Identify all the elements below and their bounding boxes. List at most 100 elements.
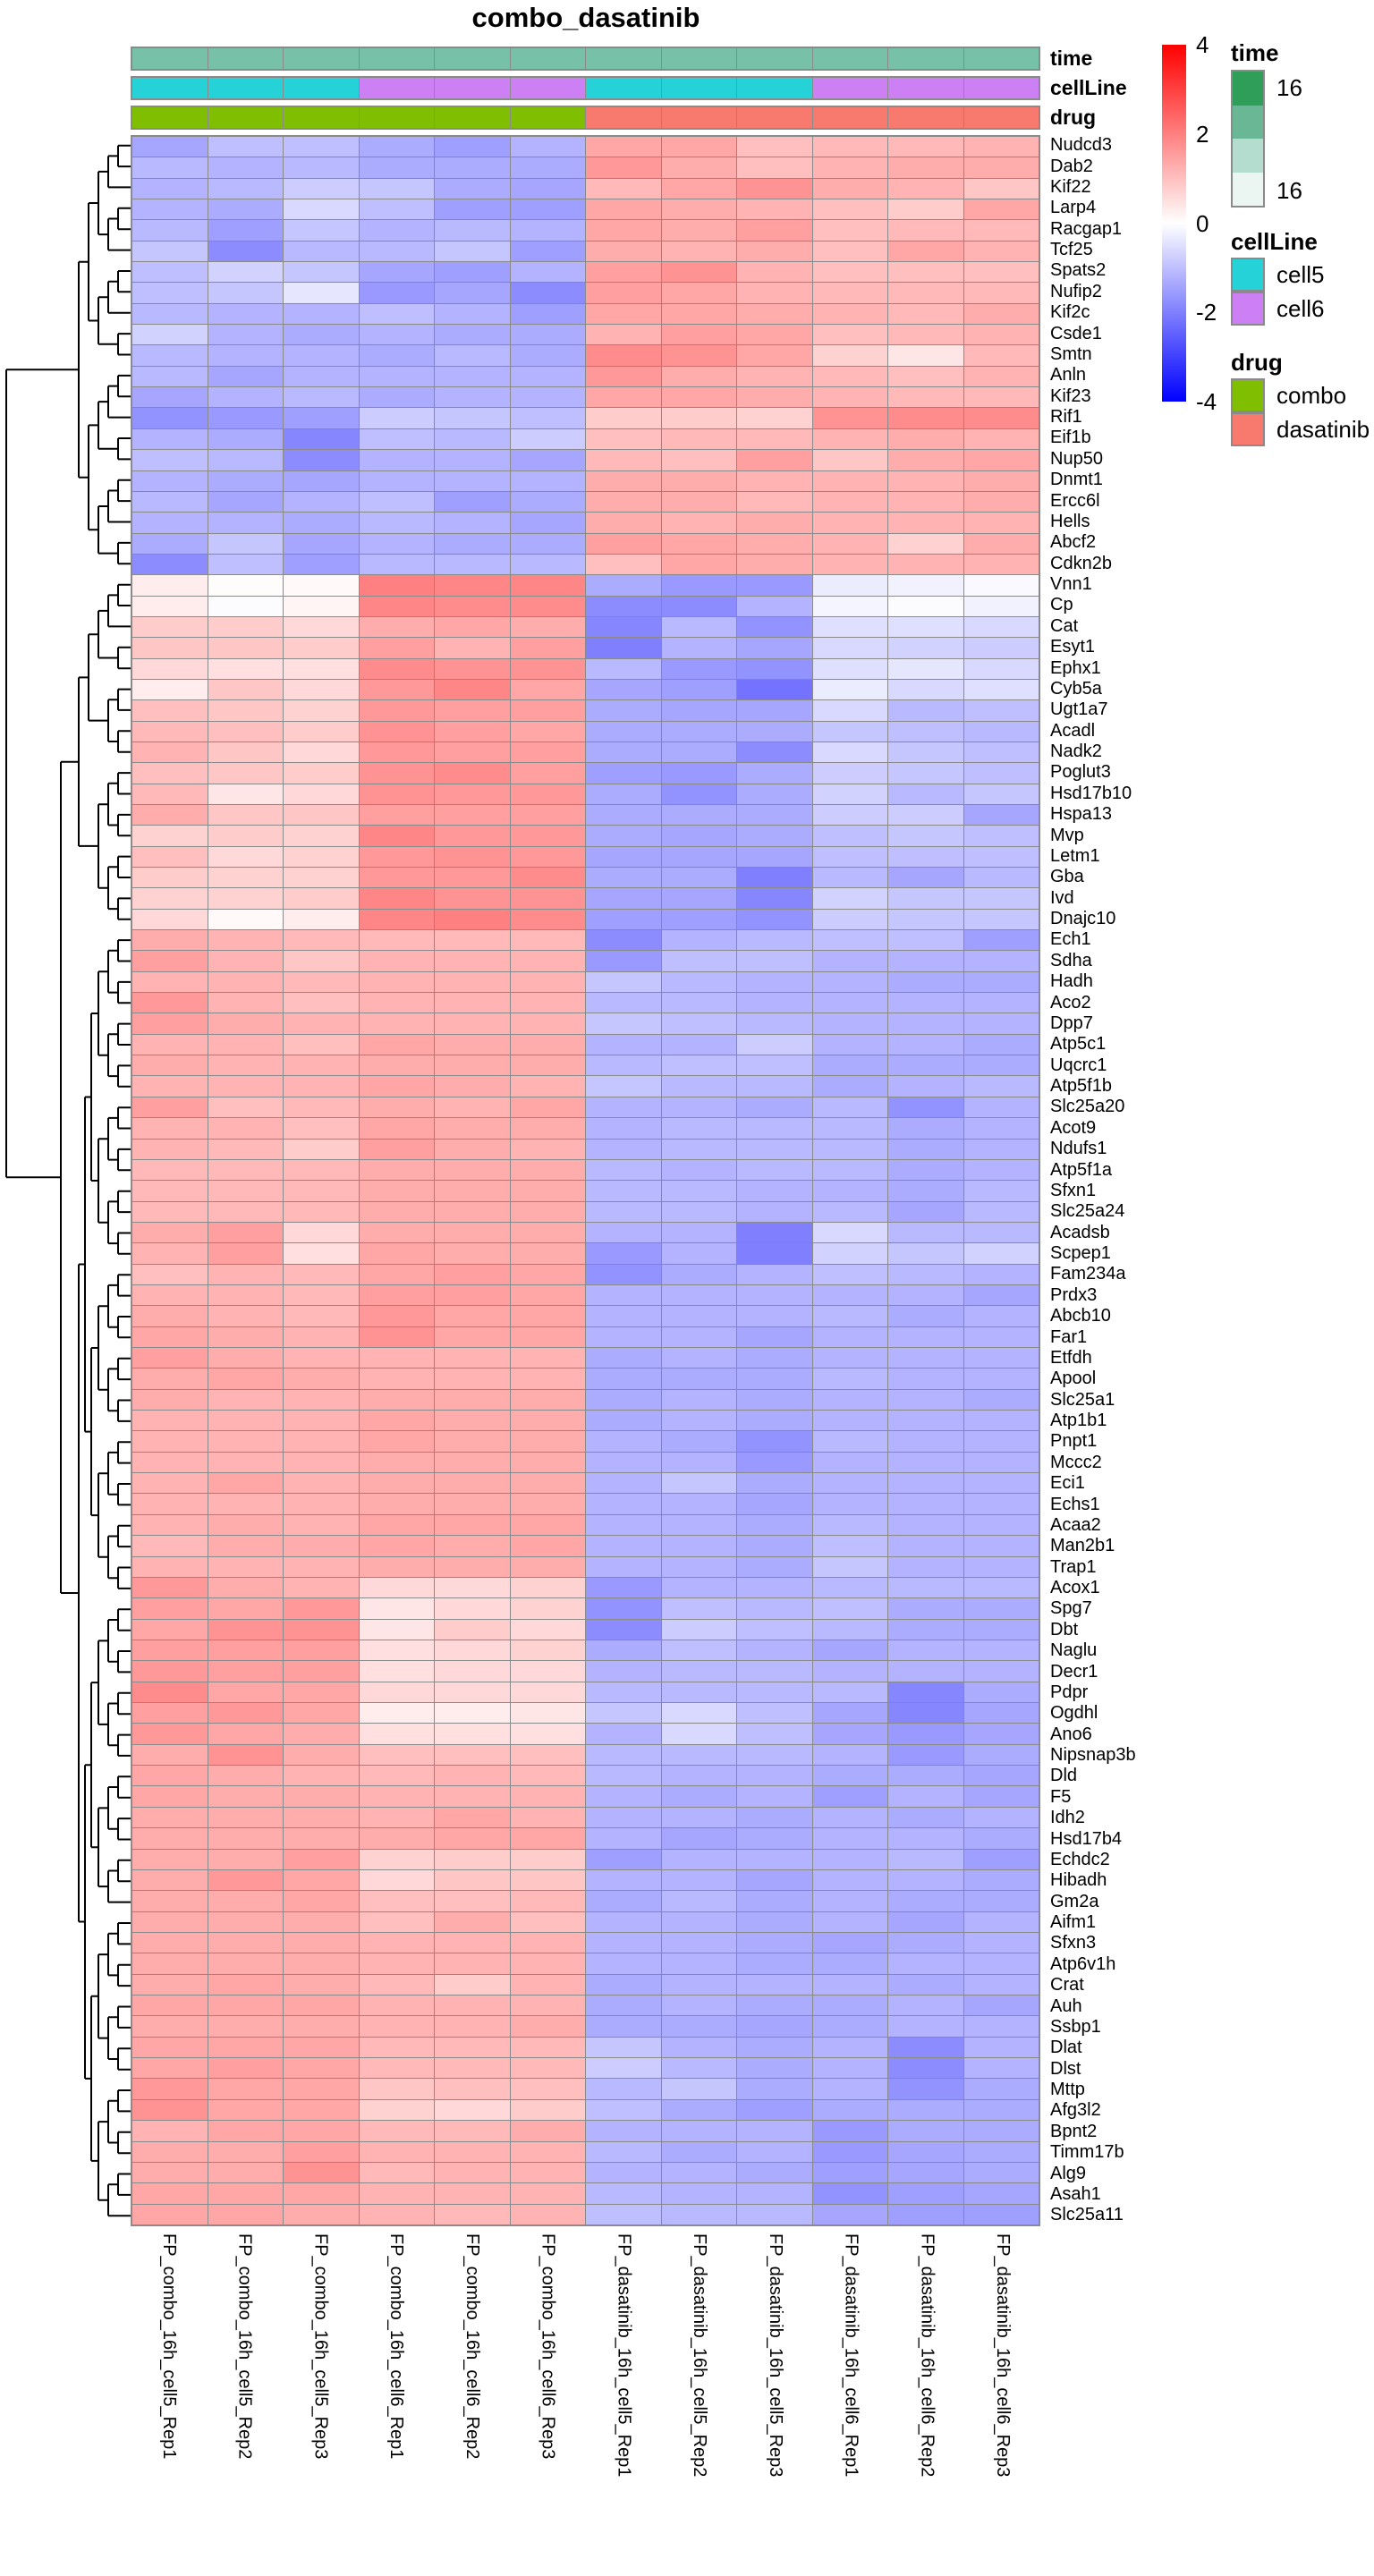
gene-label: Nudcd3 xyxy=(1050,135,1112,156)
heatmap-cell xyxy=(284,951,359,971)
heatmap-cell xyxy=(284,241,359,262)
heatmap-cell xyxy=(812,157,887,178)
heatmap-cell xyxy=(510,1013,585,1034)
heatmap-cell xyxy=(737,888,812,909)
heatmap-cell xyxy=(359,491,434,513)
heatmap-cell xyxy=(661,1744,736,1766)
heatmap-cell xyxy=(737,1619,812,1640)
heatmap-cell xyxy=(132,2079,208,2099)
gene-label: Gm2a xyxy=(1050,1891,1099,1911)
heatmap-cell xyxy=(284,638,359,658)
heatmap-cell xyxy=(888,1598,963,1619)
heatmap-cell xyxy=(888,1326,963,1347)
annotation-bar-drug xyxy=(131,106,1040,130)
heatmap-cell xyxy=(284,366,359,387)
heatmap-cell xyxy=(208,1347,283,1368)
heatmap-cell xyxy=(132,2141,208,2162)
heatmap-cell xyxy=(661,450,736,470)
heatmap-cell xyxy=(359,1494,434,1514)
heatmap-cell xyxy=(359,1744,434,1766)
heatmap-cell xyxy=(888,2204,963,2224)
gene-label: Tcf25 xyxy=(1050,240,1093,260)
heatmap-cell xyxy=(586,1891,661,1911)
annotation-cell-cellline xyxy=(132,78,208,98)
heatmap-cell xyxy=(888,993,963,1013)
heatmap-cell xyxy=(510,721,585,741)
heatmap-cell xyxy=(812,2079,887,2099)
heatmap-cell xyxy=(661,1932,736,1953)
heatmap-cell xyxy=(284,1786,359,1807)
heatmap-cell xyxy=(812,1473,887,1494)
heatmap-cell xyxy=(661,220,736,241)
heatmap-cell xyxy=(510,283,585,303)
heatmap-cell xyxy=(132,157,208,178)
heatmap-cell xyxy=(737,1577,812,1598)
heatmap-cell xyxy=(510,868,585,888)
heatmap-cell xyxy=(359,303,434,325)
heatmap-cell xyxy=(661,2037,736,2058)
heatmap-cell xyxy=(435,157,510,178)
annotation-bar-cellline xyxy=(131,76,1040,100)
heatmap-cell xyxy=(208,1452,283,1473)
heatmap-cell xyxy=(132,1869,208,1891)
heatmap-cell xyxy=(812,1055,887,1076)
heatmap-cell xyxy=(963,303,1039,325)
annotation-cell-cellline xyxy=(586,78,661,98)
heatmap-cell xyxy=(132,1034,208,1055)
colorbar-tick-label: 0 xyxy=(1196,209,1209,237)
heatmap-cell xyxy=(586,2183,661,2204)
heatmap-cell xyxy=(208,241,283,262)
heatmap-cell xyxy=(359,1473,434,1494)
heatmap-cell xyxy=(737,491,812,513)
heatmap-cell xyxy=(132,1347,208,1368)
heatmap-cell xyxy=(586,2121,661,2141)
heatmap-cell xyxy=(208,428,283,450)
heatmap-cell xyxy=(359,1911,434,1932)
heatmap-cell xyxy=(284,846,359,868)
heatmap-cell xyxy=(888,1284,963,1306)
heatmap-cell xyxy=(888,1911,963,1932)
heatmap-cell xyxy=(586,157,661,178)
heatmap-cell xyxy=(435,1222,510,1243)
heatmap-cell xyxy=(963,868,1039,888)
heatmap-cell xyxy=(963,199,1039,220)
heatmap-cell xyxy=(510,1807,585,1828)
heatmap-cell xyxy=(661,554,736,575)
heatmap-cell xyxy=(586,1222,661,1243)
heatmap-cell xyxy=(737,533,812,554)
gene-label: Spats2 xyxy=(1050,260,1107,281)
heatmap-cell xyxy=(435,1744,510,1766)
heatmap-cell xyxy=(284,993,359,1013)
heatmap-cell xyxy=(359,1013,434,1034)
heatmap-cell xyxy=(435,1410,510,1431)
heatmap-cell xyxy=(888,575,963,596)
gene-label: Aifm1 xyxy=(1050,1912,1097,1933)
heatmap-cell xyxy=(661,930,736,951)
heatmap-cell xyxy=(284,1473,359,1494)
heatmap-cell xyxy=(359,1139,434,1159)
heatmap-cell xyxy=(510,2183,585,2204)
heatmap-cell xyxy=(208,2121,283,2141)
heatmap-cell xyxy=(284,575,359,596)
sample-label: FP_combo_16h_cell6_Rep3 xyxy=(538,2233,558,2460)
heatmap-cell xyxy=(208,679,283,700)
heatmap-cell xyxy=(812,2204,887,2224)
heatmap-cell xyxy=(812,1243,887,1264)
heatmap-cell xyxy=(586,2141,661,2162)
heatmap-cell xyxy=(812,1013,887,1034)
heatmap-cell xyxy=(208,1911,283,1932)
heatmap-cell xyxy=(963,846,1039,868)
heatmap-cell xyxy=(812,616,887,638)
annotation-cell-cellline xyxy=(510,78,585,98)
heatmap-cell xyxy=(132,345,208,366)
heatmap-cell xyxy=(435,1452,510,1473)
heatmap-cell xyxy=(208,1932,283,1953)
heatmap-cell xyxy=(586,1452,661,1473)
sample-label: FP_dasatinib_16h_cell6_Rep3 xyxy=(993,2233,1014,2478)
heatmap-cell xyxy=(661,387,736,408)
heatmap-cell xyxy=(586,178,661,199)
heatmap-cell xyxy=(963,741,1039,763)
heatmap-cell xyxy=(737,763,812,784)
heatmap-cell xyxy=(737,1807,812,1828)
